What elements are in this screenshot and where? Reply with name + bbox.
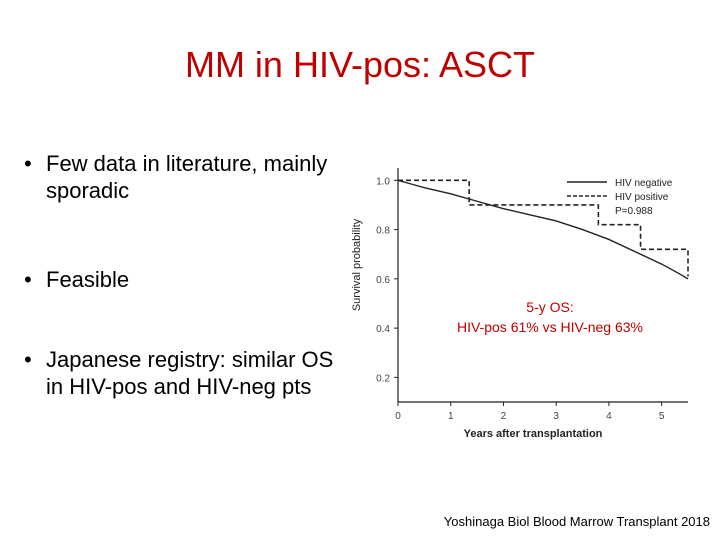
bullet-dot: •: [24, 347, 32, 372]
annotation-line: HIV-pos 61% vs HIV-neg 63%: [457, 319, 643, 335]
p-value-label: P=0.988: [615, 206, 653, 217]
x-tick-label: 2: [501, 411, 507, 422]
legend-label: HIV positive: [615, 192, 669, 203]
x-tick-label: 4: [606, 411, 612, 422]
y-axis-label: Survival probability: [351, 218, 363, 311]
bullet-dot: •: [24, 151, 32, 176]
y-tick-label: 0.4: [376, 324, 390, 335]
legend-label: HIV negative: [615, 178, 673, 189]
bullet-item: • Few data in literature, mainly sporadi…: [22, 150, 352, 204]
bullet-item: • Feasible: [22, 266, 352, 293]
bullet-item: • Japanese registry: similar OS in HIV-p…: [22, 346, 352, 400]
y-tick-label: 0.2: [376, 373, 390, 384]
x-tick-label: 5: [659, 411, 665, 422]
series-line-solid: [397, 179, 689, 280]
y-tick-label: 1.0: [376, 176, 390, 187]
bullet-text: Japanese registry: similar OS in HIV-pos…: [46, 347, 334, 399]
citation: Yoshinaga Biol Blood Marrow Transplant 2…: [443, 514, 710, 529]
x-tick-label: 3: [553, 411, 559, 422]
y-tick-label: 0.8: [376, 226, 390, 237]
x-axis-label: Years after transplantation: [464, 428, 603, 440]
x-tick-label: 1: [448, 411, 454, 422]
bullet-text: Few data in literature, mainly sporadic: [46, 151, 328, 203]
x-tick-label: 0: [395, 411, 401, 422]
bullet-dot: •: [24, 267, 32, 292]
os-annotation: 5-y OS: HIV-pos 61% vs HIV-neg 63%: [432, 297, 668, 337]
annotation-line: 5-y OS:: [526, 299, 574, 315]
y-tick-label: 0.6: [376, 275, 390, 286]
series-line-dashed: [398, 179, 689, 277]
slide-title: MM in HIV-pos: ASCT: [184, 44, 536, 85]
bullet-text: Feasible: [46, 267, 130, 292]
